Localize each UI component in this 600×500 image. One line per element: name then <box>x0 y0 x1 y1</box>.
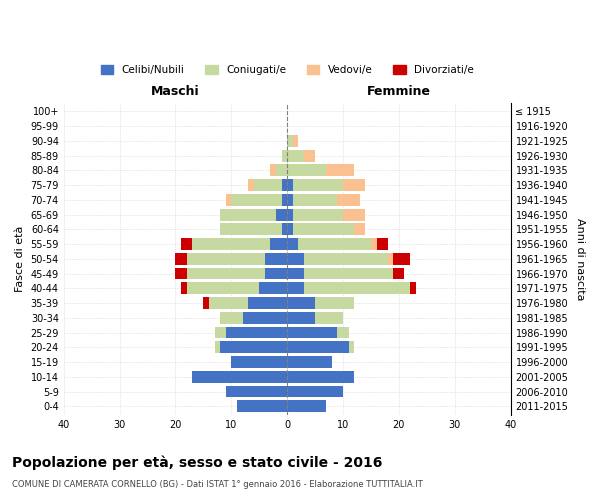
Bar <box>226 326 287 338</box>
Bar <box>287 224 293 235</box>
Bar <box>304 150 315 162</box>
Bar <box>192 238 271 250</box>
Bar <box>287 326 337 338</box>
Bar <box>371 238 377 250</box>
Bar <box>326 164 354 176</box>
Bar <box>337 326 349 338</box>
Bar <box>287 150 304 162</box>
Bar <box>187 282 259 294</box>
Bar <box>287 386 343 398</box>
Bar <box>315 312 343 324</box>
Bar <box>175 253 187 264</box>
Bar <box>343 179 365 191</box>
Bar <box>248 179 254 191</box>
Bar <box>287 238 298 250</box>
Bar <box>287 371 354 382</box>
Bar <box>394 253 410 264</box>
Bar <box>287 253 304 264</box>
Bar <box>298 238 371 250</box>
Bar <box>287 179 293 191</box>
Bar <box>293 208 343 220</box>
Bar <box>293 194 337 206</box>
Bar <box>287 312 315 324</box>
Bar <box>377 238 388 250</box>
Bar <box>271 238 287 250</box>
Bar <box>281 179 287 191</box>
Bar <box>276 208 287 220</box>
Bar <box>248 297 287 309</box>
Bar <box>232 194 281 206</box>
Bar <box>287 194 293 206</box>
Bar <box>271 164 276 176</box>
Bar <box>242 312 287 324</box>
Bar <box>287 356 332 368</box>
Bar <box>226 194 232 206</box>
Bar <box>281 150 287 162</box>
Bar <box>287 400 326 412</box>
Bar <box>337 194 360 206</box>
Bar <box>187 268 265 280</box>
Bar <box>181 238 192 250</box>
Bar <box>220 342 287 353</box>
Text: COMUNE DI CAMERATA CORNELLO (BG) - Dati ISTAT 1° gennaio 2016 - Elaborazione TUT: COMUNE DI CAMERATA CORNELLO (BG) - Dati … <box>12 480 423 489</box>
Text: Popolazione per età, sesso e stato civile - 2016: Popolazione per età, sesso e stato civil… <box>12 455 382 469</box>
Y-axis label: Fasce di età: Fasce di età <box>15 226 25 292</box>
Bar <box>293 135 298 147</box>
Bar <box>220 208 276 220</box>
Bar <box>209 297 248 309</box>
Bar <box>281 194 287 206</box>
Bar <box>315 297 354 309</box>
Bar <box>175 268 187 280</box>
Bar <box>354 224 365 235</box>
Bar <box>265 253 287 264</box>
Bar <box>349 342 354 353</box>
Bar <box>304 268 394 280</box>
Bar <box>287 342 349 353</box>
Bar <box>220 312 242 324</box>
Bar <box>343 208 365 220</box>
Bar <box>394 268 404 280</box>
Bar <box>215 326 226 338</box>
Bar <box>192 371 287 382</box>
Bar <box>187 253 265 264</box>
Bar <box>287 164 326 176</box>
Y-axis label: Anni di nascita: Anni di nascita <box>575 218 585 300</box>
Bar <box>226 386 287 398</box>
Bar <box>281 224 287 235</box>
Bar <box>259 282 287 294</box>
Bar <box>304 282 410 294</box>
Text: Femmine: Femmine <box>367 85 431 98</box>
Bar <box>215 342 220 353</box>
Bar <box>388 253 394 264</box>
Bar <box>287 208 293 220</box>
Bar <box>287 135 293 147</box>
Bar <box>276 164 287 176</box>
Bar <box>203 297 209 309</box>
Bar <box>410 282 416 294</box>
Legend: Celibi/Nubili, Coniugati/e, Vedovi/e, Divorziati/e: Celibi/Nubili, Coniugati/e, Vedovi/e, Di… <box>97 61 478 80</box>
Bar <box>287 268 304 280</box>
Bar <box>181 282 187 294</box>
Bar <box>293 224 354 235</box>
Bar <box>237 400 287 412</box>
Bar <box>287 297 315 309</box>
Bar <box>220 224 281 235</box>
Bar <box>287 282 304 294</box>
Bar <box>293 179 343 191</box>
Bar <box>232 356 287 368</box>
Bar <box>265 268 287 280</box>
Text: Maschi: Maschi <box>151 85 200 98</box>
Bar <box>304 253 388 264</box>
Bar <box>254 179 281 191</box>
